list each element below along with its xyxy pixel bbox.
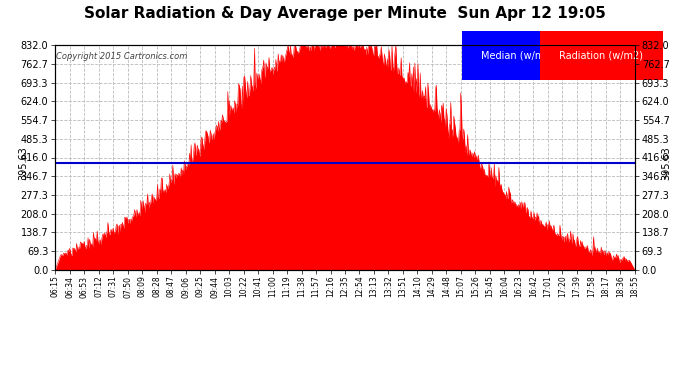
Text: Median (w/m2): Median (w/m2) xyxy=(481,51,555,61)
Text: Solar Radiation & Day Average per Minute  Sun Apr 12 19:05: Solar Radiation & Day Average per Minute… xyxy=(84,6,606,21)
Text: 395.63: 395.63 xyxy=(662,146,671,180)
Text: 395.63: 395.63 xyxy=(19,146,28,180)
Text: Radiation (w/m2): Radiation (w/m2) xyxy=(560,51,644,61)
Text: Copyright 2015 Cartronics.com: Copyright 2015 Cartronics.com xyxy=(57,52,188,61)
